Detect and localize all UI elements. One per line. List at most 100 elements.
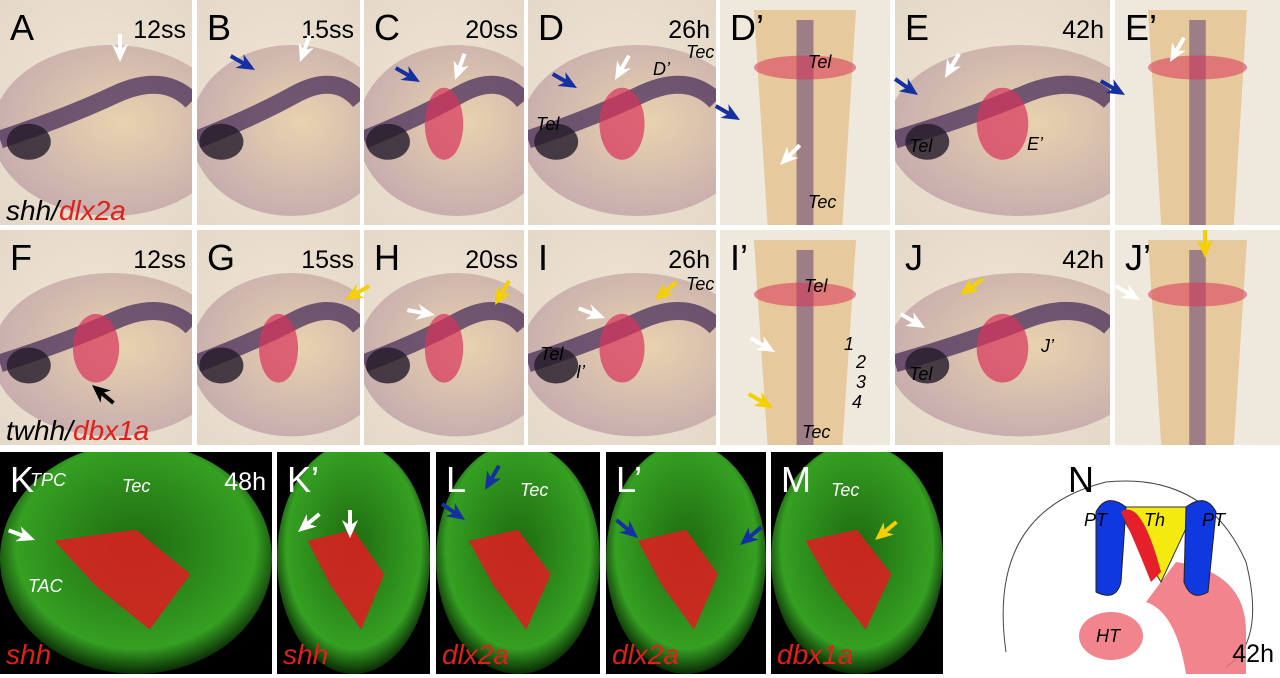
panel-image — [1115, 0, 1280, 225]
hindbrain — [1146, 562, 1246, 674]
stage: 15ss — [301, 246, 354, 274]
arrow — [1099, 79, 1125, 95]
arrow — [749, 336, 775, 352]
eye — [199, 123, 244, 160]
row-label-part: dbx1a — [73, 415, 149, 446]
gene-label: dlx2a — [442, 639, 509, 670]
eye — [366, 347, 410, 384]
panel: H 20ss — [364, 230, 524, 445]
annotation: J’ — [1040, 336, 1055, 356]
panel-image — [364, 0, 524, 225]
annotation: Tel — [804, 276, 828, 296]
arrow — [345, 284, 371, 300]
arrow — [112, 34, 128, 62]
panel-image — [0, 0, 192, 225]
annotation: 4 — [852, 392, 862, 412]
row-label: twhh/dbx1a — [6, 415, 149, 446]
panel: D’ Tel Tec — [720, 0, 890, 225]
arrow — [655, 280, 678, 300]
panel-image — [528, 230, 716, 445]
stage: 20ss — [465, 246, 518, 274]
panel-image — [606, 452, 766, 674]
stage: 20ss — [465, 16, 518, 44]
annotation: Tel — [909, 364, 933, 384]
eye — [534, 347, 579, 384]
panel-label: L’ — [616, 459, 642, 500]
annotation: 3 — [856, 372, 866, 392]
panel-label: G — [207, 237, 235, 278]
arrow — [945, 52, 961, 78]
panel-label: K’ — [287, 459, 319, 500]
red-stain — [976, 87, 1029, 160]
expression — [638, 529, 718, 630]
panel: N 42h PT Th PT HT — [946, 452, 1280, 674]
arrow — [342, 510, 358, 538]
panel: I 26h Tel I’ Tec — [528, 230, 716, 445]
panel-image — [895, 230, 1110, 445]
annotation: 2 — [855, 352, 866, 372]
annotation: TPC — [30, 470, 67, 490]
panel-label: I’ — [730, 237, 748, 278]
annotation: PT — [1084, 510, 1109, 530]
panel: G 15ss — [197, 230, 360, 445]
red-stain — [754, 282, 856, 307]
panel-label: N — [1068, 459, 1094, 500]
panel-label: A — [10, 7, 34, 48]
annotation: I’ — [576, 362, 586, 382]
panel-label: E’ — [1125, 7, 1157, 48]
expression — [307, 529, 385, 630]
panel: F 12ss — [0, 230, 192, 445]
annotation: Tec — [802, 422, 830, 442]
stage: 42h — [1232, 640, 1274, 668]
panel: E 42h Tel E’ — [895, 0, 1110, 225]
red-stain — [754, 55, 856, 80]
arrow — [1170, 36, 1186, 62]
eye — [199, 347, 244, 384]
panel: C 20ss — [364, 0, 524, 225]
arrow — [1197, 230, 1213, 258]
panel-image — [946, 452, 1280, 674]
eye — [534, 123, 579, 160]
arrow — [453, 53, 469, 80]
annotation: E’ — [1027, 134, 1044, 154]
panel: L’ dlx2a — [606, 452, 766, 674]
annotation: D’ — [653, 59, 671, 79]
red-stain — [599, 87, 645, 160]
panel: M Tec dbx1a — [771, 452, 943, 674]
red-stain — [1148, 55, 1247, 80]
eye — [366, 123, 410, 160]
arrow — [1114, 284, 1140, 300]
stage: 12ss — [133, 16, 186, 44]
annotation: HT — [1096, 626, 1122, 646]
annotation: Tel — [540, 344, 564, 364]
eye — [905, 347, 950, 384]
panel-label: H — [374, 237, 400, 278]
red-stain — [976, 313, 1029, 383]
pt-left — [1095, 500, 1127, 596]
panel-label: D’ — [730, 7, 764, 48]
eye — [6, 123, 51, 160]
outline — [1002, 480, 1254, 668]
panel-label: E — [905, 7, 929, 48]
stage: 42h — [1062, 16, 1104, 44]
panel-image — [436, 452, 600, 674]
annotation: Tec — [520, 480, 548, 500]
pt-right — [1183, 500, 1217, 596]
eye — [6, 347, 51, 384]
row-label-part: twhh — [6, 415, 65, 446]
panel-label: J — [905, 237, 923, 278]
annotation: Tec — [122, 476, 150, 496]
midline — [1189, 20, 1206, 225]
panel: K’ shh — [277, 452, 430, 674]
annotation: 1 — [844, 334, 854, 354]
arrow — [8, 526, 35, 542]
gene-label: dlx2a — [612, 639, 679, 670]
panel: K 48h TPC Tec TAC shh — [0, 452, 272, 674]
panel-image — [720, 230, 890, 445]
annotation: Tel — [909, 136, 933, 156]
annotation: Th — [1144, 510, 1165, 530]
expression — [54, 529, 191, 630]
